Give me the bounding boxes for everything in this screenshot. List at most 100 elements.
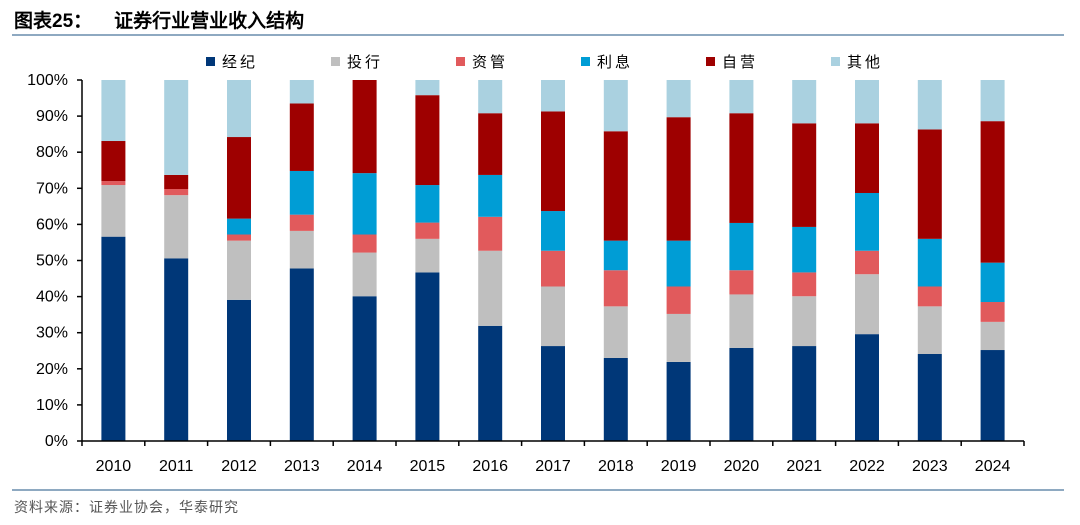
bar-segment-2021-1 [792, 296, 817, 347]
title-divider [12, 34, 1064, 36]
figure-title: 图表25： 证券行业营业收入结构 [14, 6, 304, 33]
bar-segment-2016-5 [478, 80, 503, 114]
x-tick-label: 2018 [598, 458, 634, 475]
bar-segment-2013-1 [289, 230, 314, 269]
bar-segment-2024-2 [980, 302, 1005, 322]
bar-segment-2022-0 [855, 334, 879, 441]
bar-segment-2011-4 [164, 174, 189, 190]
bar-segment-2015-0 [415, 272, 440, 441]
x-tick-label: 2013 [284, 458, 320, 475]
y-tick-label: 20% [36, 361, 68, 378]
bar-segment-2015-4 [415, 95, 440, 186]
bar-segment-2024-4 [980, 121, 1005, 263]
bar-segment-2020-3 [729, 222, 754, 271]
bar-segment-2020-5 [729, 80, 754, 114]
bar-segment-2022-1 [855, 274, 879, 335]
bar-segment-2021-5 [792, 80, 817, 124]
y-tick-label: 10% [36, 397, 68, 414]
bar-segment-2010-4 [101, 141, 126, 182]
x-tick-label: 2010 [96, 458, 132, 475]
bar-segment-2022-5 [855, 80, 879, 124]
bar-segment-2013-5 [289, 80, 314, 104]
bar-segment-2016-3 [478, 174, 503, 217]
y-tick-label: 100% [27, 72, 68, 89]
bar-segment-2011-0 [164, 258, 189, 441]
bar-segment-2022-2 [855, 250, 879, 275]
bar-segment-2022-4 [855, 123, 879, 193]
bar-segment-2015-2 [415, 222, 440, 239]
bar-segment-2016-1 [478, 250, 503, 326]
bar-segment-2017-4 [541, 111, 565, 212]
bar-segment-2023-4 [917, 129, 942, 239]
x-tick-label: 2019 [661, 458, 697, 475]
bar-segment-2024-5 [980, 80, 1005, 122]
bar-segment-2016-0 [478, 325, 503, 441]
source-note: 资料来源：证券业协会，华泰研究 [14, 499, 239, 515]
bar-segment-2023-5 [917, 80, 942, 130]
bar-segment-2020-1 [729, 294, 754, 348]
bar-segment-2023-0 [917, 353, 942, 441]
bar-segment-2012-4 [227, 137, 251, 219]
bar-segment-2019-0 [666, 361, 691, 441]
bar-segment-2011-5 [164, 80, 189, 175]
y-tick-label: 80% [36, 144, 68, 161]
bar-segment-2020-2 [729, 270, 754, 295]
x-tick-label: 2020 [724, 458, 760, 475]
x-tick-label: 2021 [786, 458, 822, 475]
bar-segment-2014-3 [352, 173, 377, 235]
bar-segment-2010-0 [101, 236, 126, 441]
bar-segment-2020-4 [729, 113, 754, 223]
x-tick-label: 2023 [912, 458, 948, 475]
legend-label: 自营 [722, 54, 758, 71]
bar-segment-2015-5 [415, 80, 440, 96]
bar-segment-2017-5 [541, 80, 565, 112]
legend-swatch-5 [831, 57, 840, 66]
bar-segment-2014-0 [352, 296, 377, 441]
x-tick-label: 2011 [159, 458, 194, 475]
bar-segment-2016-4 [478, 113, 503, 175]
bar-segment-2022-3 [855, 192, 879, 251]
bar-segment-2018-1 [603, 306, 628, 358]
bar-segment-2019-3 [666, 240, 691, 287]
bar-segment-2023-2 [917, 286, 942, 307]
legend-label: 利息 [597, 54, 633, 71]
bar-segment-2017-2 [541, 250, 565, 287]
bar-segment-2014-4 [352, 80, 377, 174]
footer-divider [12, 489, 1064, 491]
figure-number: 图表25： [14, 11, 93, 32]
bar-segment-2014-1 [352, 252, 377, 297]
x-tick-label: 2024 [975, 458, 1011, 475]
legend-label: 其他 [847, 54, 883, 71]
bar-segment-2014-2 [352, 234, 377, 253]
bar-segment-2012-1 [227, 240, 251, 300]
legend-swatch-1 [331, 57, 340, 66]
bar-segment-2013-0 [289, 268, 314, 441]
y-tick-label: 40% [36, 289, 68, 306]
bar-segment-2013-4 [289, 103, 314, 171]
legend-swatch-3 [581, 57, 590, 66]
bar-segment-2021-4 [792, 123, 817, 227]
y-tick-label: 30% [36, 325, 68, 342]
bar-segment-2021-2 [792, 272, 817, 297]
bar-segment-2010-5 [101, 80, 126, 142]
x-tick-label: 2022 [849, 458, 885, 475]
bar-segment-2024-3 [980, 262, 1005, 303]
bar-segment-2013-2 [289, 214, 314, 231]
y-tick-label: 50% [36, 253, 68, 270]
bar-segment-2023-3 [917, 238, 942, 287]
figure-title-text: 证券行业营业收入结构 [114, 11, 305, 32]
legend-label: 资管 [472, 54, 508, 71]
bar-segment-2018-0 [603, 357, 628, 441]
bar-segment-2016-2 [478, 216, 503, 251]
bar-segment-2012-0 [227, 299, 251, 441]
bar-segment-2023-1 [917, 306, 942, 354]
bar-segment-2019-4 [666, 117, 691, 241]
bar-segment-2011-1 [164, 195, 189, 259]
bar-segment-2024-1 [980, 321, 1005, 351]
bar-segment-2010-2 [101, 181, 126, 186]
bar-segment-2019-2 [666, 286, 691, 314]
bar-segment-2021-3 [792, 226, 817, 273]
legend-label: 投行 [347, 54, 383, 71]
bar-segment-2017-3 [541, 211, 565, 251]
